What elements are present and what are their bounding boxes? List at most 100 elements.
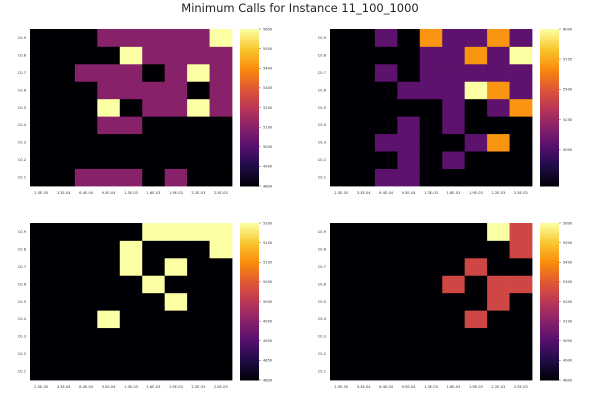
colorbar-p4-band <box>540 359 559 363</box>
cell-p3-r4-c0 <box>30 292 53 311</box>
cell-p4-r0-c1 <box>352 362 376 381</box>
cell-p1-r8-c8 <box>209 29 233 47</box>
colorbar-p3-band <box>240 343 259 347</box>
colorbar-p2-band <box>540 162 559 166</box>
colorbar-p2-band <box>540 68 559 72</box>
colorbar-p4-band <box>540 225 559 229</box>
cell-p3-r1-c0 <box>30 345 53 363</box>
cell-p2-r1-c3 <box>397 151 421 169</box>
x-tick-p2: 1.3E-03 <box>424 191 438 195</box>
colorbar-p2-band <box>540 42 559 46</box>
colorbar-tick-p1: 5600 <box>263 27 273 31</box>
colorbar-p3-band <box>240 359 259 363</box>
cell-p1-r8-c0 <box>30 29 53 47</box>
cell-p3-r3-c6 <box>164 310 188 329</box>
colorbar-p4-band <box>540 241 559 245</box>
cell-p1-r8-c5 <box>142 29 166 47</box>
y-tick-p4: C0.6 <box>318 282 327 286</box>
y-tick-p2: C0.7 <box>318 71 326 75</box>
cell-p4-r4-c4 <box>419 292 443 311</box>
cell-p3-r0-c0 <box>30 362 53 381</box>
colorbar-p2-band <box>540 57 559 61</box>
colorbar-p4-band <box>540 257 559 261</box>
cell-p2-r1-c1 <box>352 151 376 169</box>
colorbar-tick-p3: 5050 <box>263 280 273 284</box>
colorbar-p3-band <box>240 325 259 329</box>
x-tick-p2: 1.9E-03 <box>469 191 483 195</box>
cell-p1-r4-c6 <box>164 98 188 117</box>
colorbar-p4-band <box>540 293 559 297</box>
colorbar-p1-band <box>240 63 259 67</box>
cell-p4-r0-c0 <box>330 362 353 381</box>
colorbar-p4-band <box>540 233 559 237</box>
cell-p4-r5-c6 <box>464 275 488 294</box>
colorbar-tick-p4: 5400 <box>563 261 573 265</box>
cell-p2-r5-c8 <box>509 81 533 100</box>
y-tick-p4: C0.4 <box>318 317 327 321</box>
colorbar-p4-band <box>540 311 559 316</box>
cell-p4-r3-c6 <box>464 310 488 329</box>
y-tick-p2: C0.8 <box>318 53 327 57</box>
cell-p4-r5-c3 <box>397 275 421 294</box>
colorbar-p1-band <box>240 133 259 137</box>
cell-p1-r2-c4 <box>119 133 143 152</box>
cell-p3-r7-c8 <box>209 240 233 259</box>
cell-p2-r4-c5 <box>442 98 466 117</box>
colorbar-p3-band <box>240 309 259 313</box>
colorbar-p3-band <box>240 272 259 276</box>
colorbar-p3-band <box>240 298 259 302</box>
cell-p1-r2-c6 <box>164 133 188 152</box>
cell-p2-r4-c3 <box>397 98 421 117</box>
x-tick-p1: 2.5E-05 <box>34 191 48 195</box>
colorbar-p4-band <box>540 372 559 376</box>
colorbar-p2-band <box>540 81 559 85</box>
cell-p1-r1-c8 <box>209 151 233 169</box>
cell-p2-r2-c2 <box>374 133 398 152</box>
colorbar-p2-band <box>540 52 559 56</box>
cell-p2-r7-c7 <box>487 46 510 65</box>
colorbar-p3-band <box>240 327 259 331</box>
cell-p3-r8-c3 <box>97 223 121 241</box>
cell-p4-r1-c7 <box>487 345 510 363</box>
y-tick-p3: C0.9 <box>18 230 27 234</box>
cell-p2-r1-c7 <box>487 151 510 169</box>
cell-p2-r6-c1 <box>352 63 376 82</box>
colorbar-tick-p4: 5300 <box>563 280 573 284</box>
cell-p2-r8-c0 <box>330 29 353 47</box>
y-tick-p1: C0.8 <box>18 53 27 57</box>
colorbar-p3-band <box>240 377 259 381</box>
colorbar-p3-band <box>240 257 259 261</box>
cell-p2-r4-c1 <box>352 98 376 117</box>
cell-p1-r8-c3 <box>97 29 121 47</box>
colorbar-tick-p4: 5100 <box>563 319 573 323</box>
colorbar-p1-band <box>240 178 259 182</box>
colorbar-p1-band <box>240 102 259 106</box>
cell-p4-r5-c4 <box>419 275 443 294</box>
cell-p4-r4-c8 <box>509 292 533 311</box>
colorbar-p4-band <box>540 356 559 360</box>
colorbar-p3-band <box>240 236 259 240</box>
colorbar-p1-band <box>240 89 259 93</box>
x-tick-p1: 1.9E-03 <box>169 191 183 195</box>
cell-p1-r7-c7 <box>187 46 210 65</box>
colorbar-p3-band <box>240 230 259 234</box>
cell-p3-r4-c5 <box>142 292 166 311</box>
colorbar-p3-band <box>240 338 259 342</box>
colorbar-p1-band <box>240 78 259 82</box>
cell-p4-r8-c7 <box>487 223 510 241</box>
colorbar-p4-band <box>540 332 559 337</box>
colorbar-p4-band <box>540 304 559 308</box>
cell-p4-r4-c6 <box>464 292 488 311</box>
cell-p4-r8-c0 <box>330 223 353 241</box>
y-tick-p1: C0.2 <box>18 158 26 162</box>
colorbar-p4-band <box>540 306 559 310</box>
colorbar-p1-band <box>240 110 259 114</box>
cell-p1-r5-c5 <box>142 81 166 100</box>
y-tick-p4: C0.5 <box>318 300 326 304</box>
colorbar-p2-band <box>540 94 559 98</box>
cell-p4-r1-c0 <box>330 345 353 363</box>
cell-p2-r3-c3 <box>397 116 421 135</box>
cell-p3-r6-c2 <box>74 257 98 276</box>
x-tick-p2: 2.5E-03 <box>514 191 528 195</box>
colorbar-p1-band <box>240 146 259 150</box>
